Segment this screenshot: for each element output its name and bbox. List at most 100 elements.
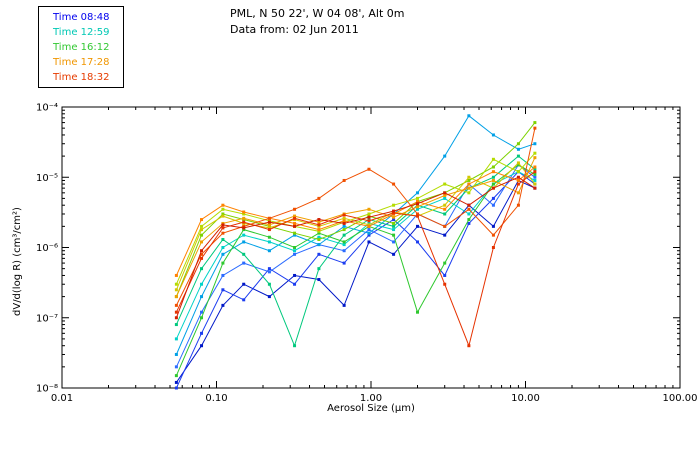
series-marker (317, 235, 321, 239)
series-marker (267, 216, 271, 220)
series-marker (174, 282, 178, 286)
series-marker (242, 298, 246, 302)
series-marker (392, 240, 396, 244)
series-marker (533, 156, 537, 160)
series-marker (467, 186, 471, 190)
series-marker (467, 203, 471, 207)
series-marker (242, 216, 246, 220)
series-marker (533, 186, 537, 190)
series-line (175, 164, 536, 376)
series-marker (416, 224, 420, 228)
series-marker (267, 249, 271, 253)
series-marker (200, 228, 204, 232)
series-marker (342, 228, 346, 232)
series-marker (443, 224, 447, 228)
series-marker (533, 178, 537, 182)
series-marker (342, 221, 346, 225)
series-marker (342, 243, 346, 247)
series-marker (267, 226, 271, 230)
series-marker (242, 212, 246, 216)
series-marker (242, 233, 246, 237)
series-marker (491, 182, 495, 186)
series-marker (416, 214, 420, 218)
series-marker (267, 282, 271, 286)
title-block: PML, N 50 22', W 04 08', Alt 0m Data fro… (230, 6, 404, 38)
series-marker (443, 191, 447, 195)
series-marker (242, 282, 246, 286)
series-marker (221, 246, 225, 249)
series-marker (533, 182, 537, 186)
series-marker (516, 182, 520, 186)
series-marker (516, 142, 520, 146)
series-marker (516, 191, 520, 195)
series-line (175, 122, 536, 297)
series-marker (242, 261, 246, 265)
series-marker (516, 161, 520, 165)
series-marker (293, 252, 297, 256)
series-marker (443, 193, 447, 197)
legend-item: Time 08:48 (53, 12, 110, 23)
series-marker (293, 214, 297, 218)
series-marker (293, 344, 297, 348)
series-marker (443, 273, 447, 277)
series-marker (174, 288, 178, 292)
x-axis-label: Aerosol Size (μm) (327, 403, 415, 414)
series-marker (200, 249, 204, 253)
series-marker (467, 344, 471, 348)
series-marker (174, 273, 178, 277)
x-tick-label: 1.00 (360, 393, 382, 404)
series-marker (293, 233, 297, 237)
series-marker (174, 337, 178, 341)
series-marker (416, 212, 420, 216)
series-marker (174, 323, 178, 327)
series-marker (293, 249, 297, 253)
series-marker (491, 175, 495, 179)
series-marker (491, 133, 495, 137)
series-marker (516, 203, 520, 207)
series-marker (221, 252, 225, 256)
series-marker (267, 270, 271, 274)
series-marker (443, 212, 447, 216)
series-marker (200, 344, 204, 348)
series-marker (293, 246, 297, 249)
series-marker (443, 154, 447, 158)
series-marker (293, 207, 297, 211)
series-marker (491, 165, 495, 169)
series-marker (342, 240, 346, 244)
series-marker (491, 224, 495, 228)
y-tick-label: 10⁻⁶ (36, 243, 58, 254)
series-marker (367, 224, 371, 228)
series-marker (317, 243, 321, 247)
series-line (175, 171, 536, 389)
series-marker (491, 186, 495, 190)
series-marker (467, 178, 471, 182)
series-line (175, 164, 536, 368)
series-marker (392, 203, 396, 207)
chart-subtitle: Data from: 02 Jun 2011 (230, 23, 359, 36)
series-marker (200, 256, 204, 260)
series-marker (317, 231, 321, 235)
series-marker (267, 267, 271, 271)
series-marker (221, 226, 225, 230)
series-marker (367, 231, 371, 235)
legend-item: Time 17:28 (53, 57, 110, 68)
series-marker (467, 218, 471, 222)
series-marker (174, 374, 178, 378)
series-marker (516, 178, 520, 182)
series-marker (443, 282, 447, 286)
series-marker (367, 167, 371, 171)
series-marker (221, 212, 225, 216)
series-marker (533, 142, 537, 146)
series-marker (221, 288, 225, 292)
series-marker (416, 310, 420, 314)
series-marker (467, 191, 471, 195)
series-marker (221, 303, 225, 307)
series-marker (367, 219, 371, 223)
series-line (175, 176, 536, 318)
series-marker (392, 209, 396, 213)
series-marker (242, 252, 246, 256)
series-marker (242, 228, 246, 232)
series-marker (174, 295, 178, 299)
series-marker (267, 240, 271, 244)
